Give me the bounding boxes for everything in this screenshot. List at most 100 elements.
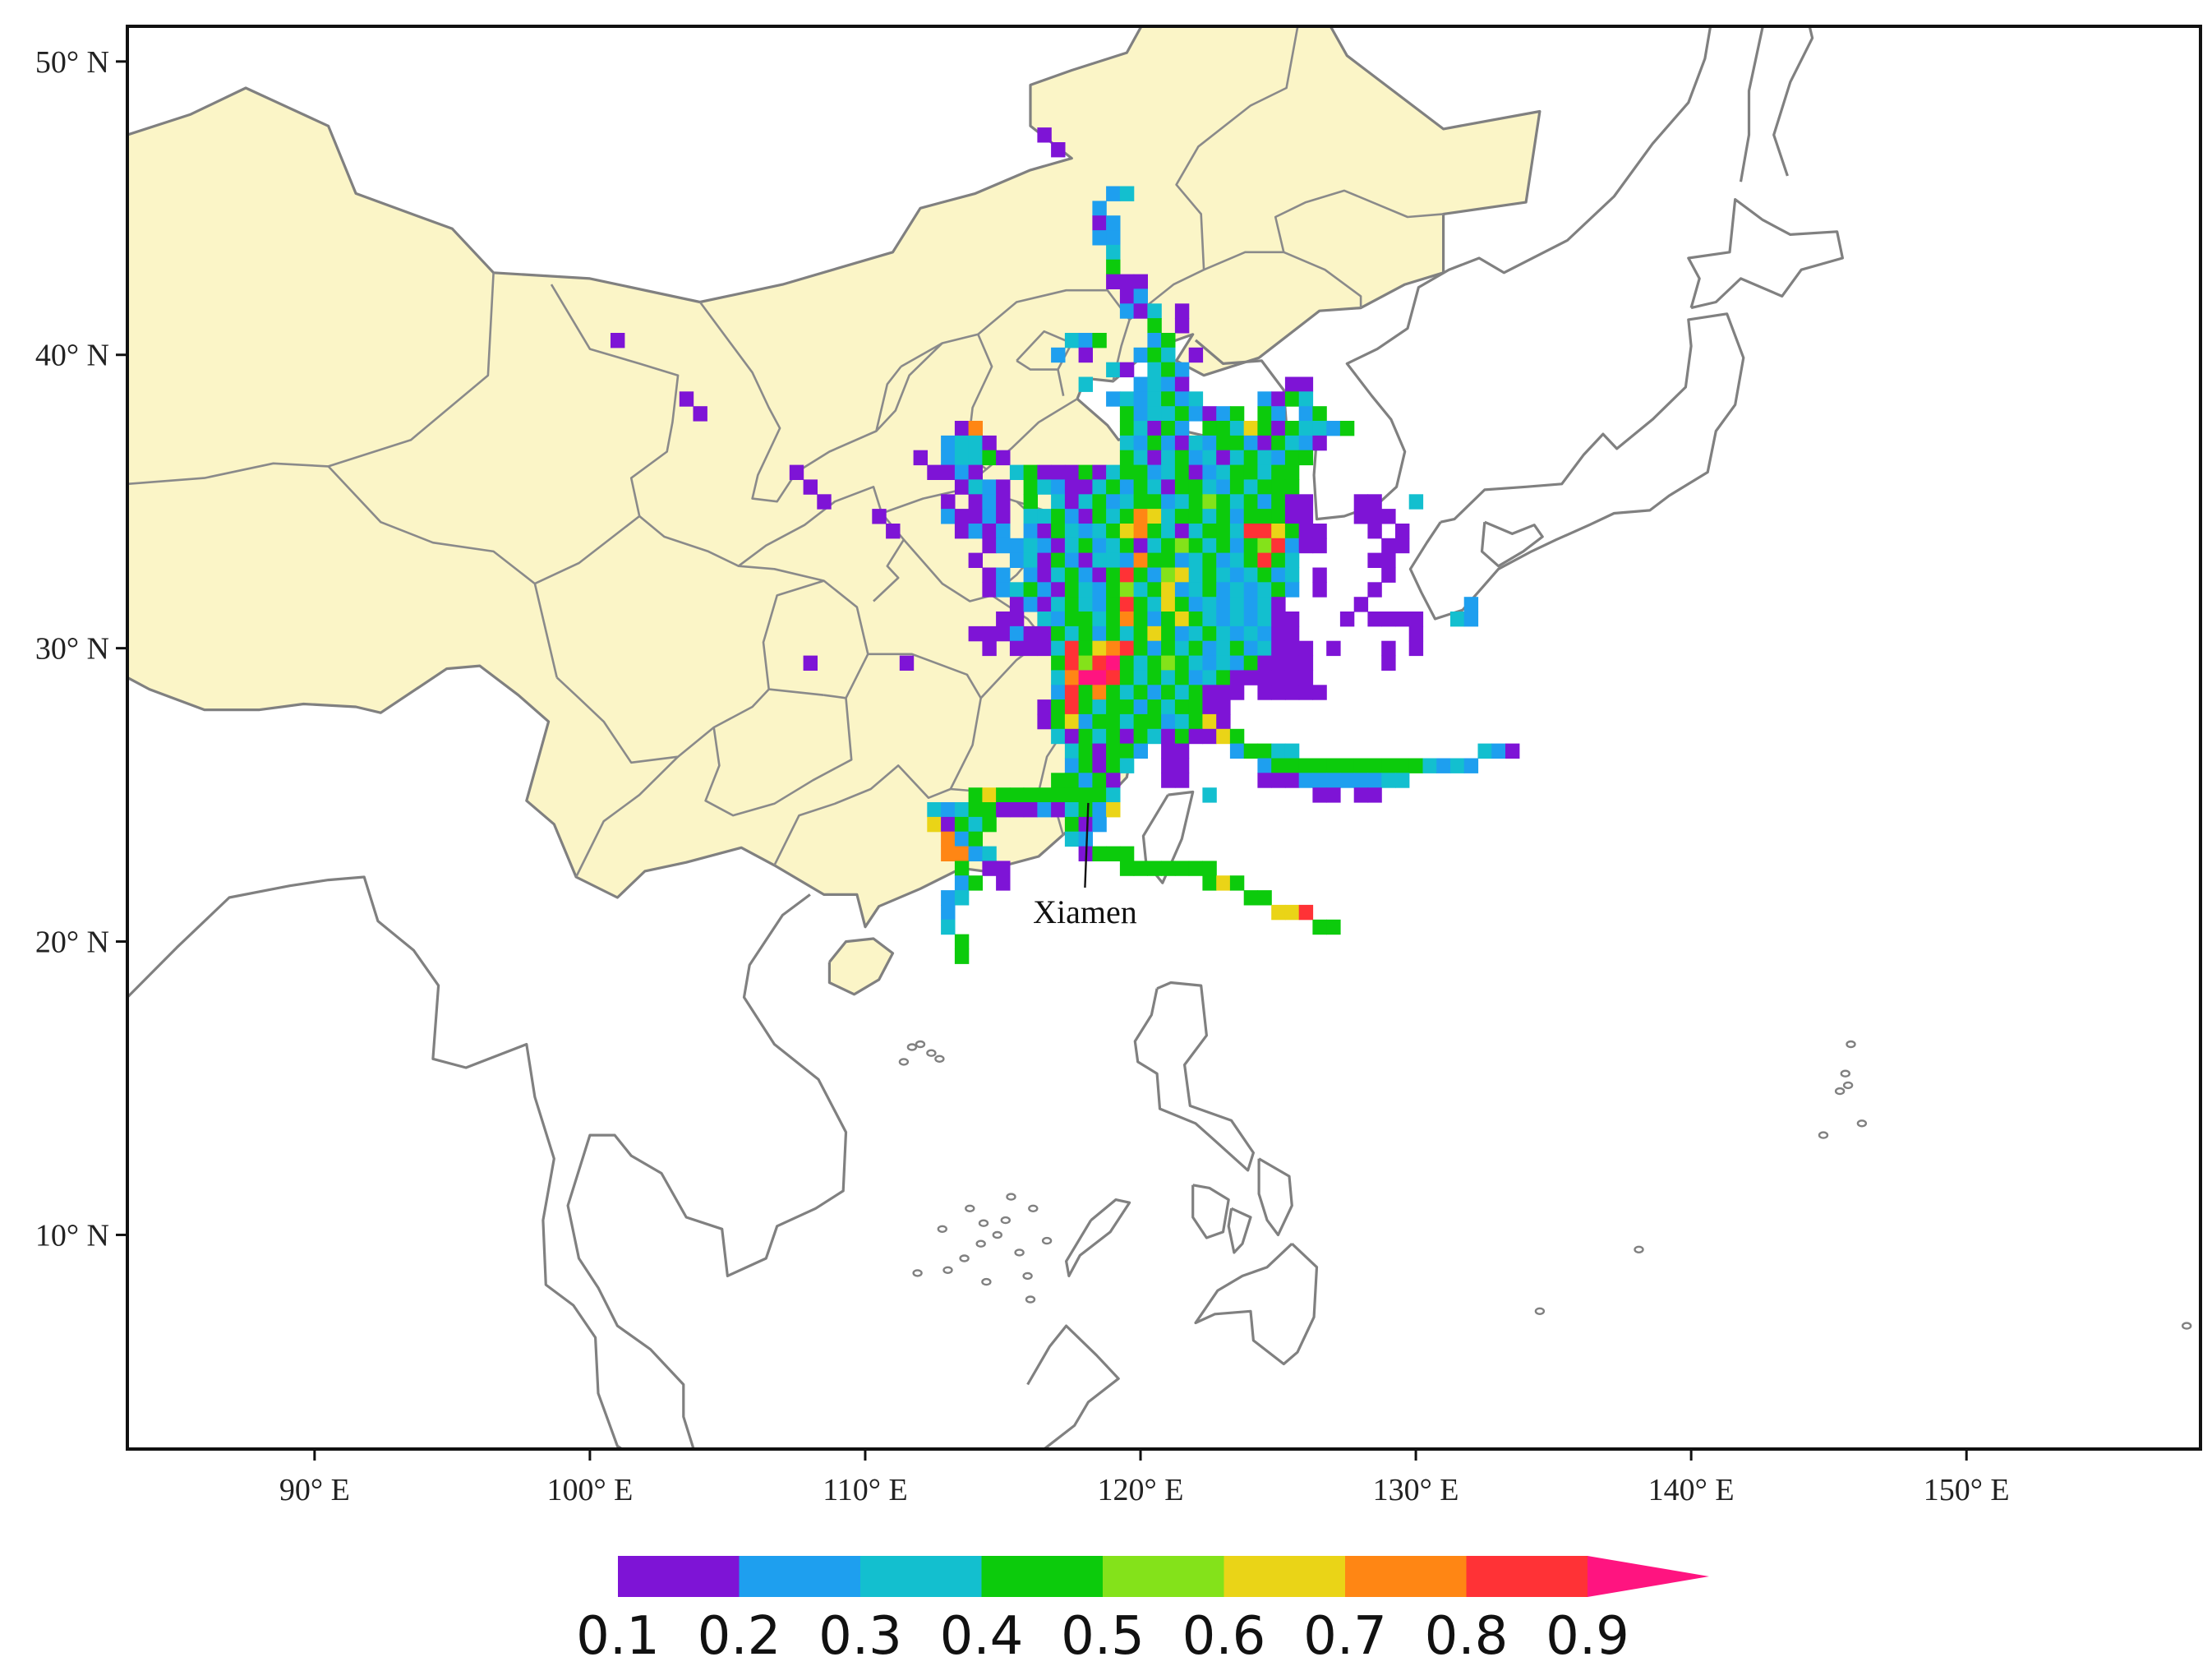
- heatmap-cell: [1092, 758, 1107, 773]
- heatmap-cell: [1395, 524, 1410, 539]
- heatmap-cell: [1257, 552, 1272, 568]
- heatmap-cell: [1202, 464, 1217, 480]
- heatmap-cell: [1202, 685, 1217, 700]
- heatmap-cell: [1106, 640, 1121, 657]
- heatmap-cell: [1367, 787, 1382, 803]
- heatmap-cell: [1106, 743, 1121, 759]
- heatmap-cell: [1229, 612, 1245, 627]
- heatmap-cell: [1284, 391, 1300, 407]
- heatmap-cell: [1243, 421, 1259, 436]
- heatmap-cell: [1078, 625, 1093, 642]
- heatmap-cell: [1243, 612, 1259, 627]
- heatmap-cell: [1023, 509, 1038, 524]
- heatmap-cell: [954, 435, 970, 451]
- heatmap-cell: [1147, 479, 1162, 495]
- heatmap-cell: [1092, 713, 1107, 730]
- heatmap-cell: [1161, 743, 1176, 759]
- heatmap-cell: [1119, 538, 1135, 554]
- heatmap-cell: [1257, 479, 1272, 495]
- heatmap-cell: [1174, 362, 1190, 378]
- heatmap-cell: [1312, 685, 1327, 700]
- heatmap-cell: [1161, 464, 1176, 480]
- heatmap-cell: [1450, 758, 1465, 773]
- heatmap-cell: [1092, 479, 1107, 495]
- heatmap-cell: [1119, 713, 1135, 730]
- heatmap-cell: [1257, 524, 1272, 539]
- heatmap-cell: [1133, 597, 1148, 612]
- heatmap-cell: [1147, 494, 1162, 510]
- heatmap-cell: [1161, 773, 1176, 788]
- heatmap-cell: [941, 450, 956, 466]
- heatmap-cell: [1009, 464, 1025, 480]
- heatmap-cell: [1229, 552, 1245, 568]
- heatmap-cell: [1092, 612, 1107, 627]
- heatmap-cell: [996, 479, 1011, 495]
- heatmap-cell: [1092, 538, 1107, 554]
- heatmap-cell: [1174, 728, 1190, 745]
- heatmap-cell: [1037, 625, 1052, 642]
- heatmap-cell: [1174, 567, 1190, 583]
- heatmap-cell: [1367, 582, 1382, 598]
- heatmap-cell: [1326, 919, 1341, 935]
- heatmap-cell: [1202, 524, 1217, 539]
- heatmap-cell: [1147, 582, 1162, 598]
- heatmap-cell: [1216, 685, 1231, 700]
- heatmap-cell: [1133, 743, 1148, 759]
- heatmap-cell: [1133, 582, 1148, 598]
- heatmap-cell: [1133, 288, 1148, 304]
- heatmap-cell: [1147, 655, 1162, 671]
- heatmap-cell: [1051, 713, 1066, 730]
- heatmap-cell: [1133, 391, 1148, 407]
- heatmap-cell: [1133, 625, 1148, 642]
- heatmap-cell: [1202, 640, 1217, 657]
- heatmap-cell: [1284, 479, 1300, 495]
- heatmap-cell: [1023, 582, 1038, 598]
- x-tick-label: 130° E: [1373, 1473, 1459, 1507]
- heatmap-cell: [1284, 773, 1300, 788]
- heatmap-cell: [1092, 773, 1107, 788]
- heatmap-cell: [927, 464, 942, 480]
- heatmap-cell: [954, 479, 970, 495]
- heatmap-cell: [679, 391, 694, 407]
- heatmap-cell: [1133, 685, 1148, 700]
- heatmap-cell: [996, 567, 1011, 583]
- heatmap-cell: [1147, 713, 1162, 730]
- heatmap-cell: [1353, 758, 1369, 773]
- heatmap-cell: [1216, 479, 1231, 495]
- heatmap-cell: [1092, 333, 1107, 348]
- heatmap-cell: [1174, 612, 1190, 627]
- heatmap-cell: [1064, 524, 1080, 539]
- heatmap-cell: [1271, 464, 1286, 480]
- heatmap-cell: [1188, 728, 1204, 745]
- heatmap-cell: [1009, 802, 1025, 818]
- heatmap-cell: [1119, 846, 1135, 861]
- heatmap-cell: [1009, 582, 1025, 598]
- heatmap-cell: [1174, 758, 1190, 773]
- heatmap-cell: [1133, 376, 1148, 392]
- heatmap-cell: [1051, 728, 1066, 745]
- heatmap-cell: [1216, 552, 1231, 568]
- heatmap-cell: [1188, 685, 1204, 700]
- heatmap-cell: [982, 524, 997, 539]
- heatmap-cell: [1243, 450, 1259, 466]
- heatmap-cell: [1147, 552, 1162, 568]
- heatmap-cell: [1188, 612, 1204, 627]
- colorbar-label: 0.1: [576, 1606, 660, 1667]
- heatmap-cell: [982, 582, 997, 598]
- heatmap-cell: [1051, 524, 1066, 539]
- heatmap-cell: [1106, 655, 1121, 671]
- heatmap-cell: [1147, 524, 1162, 539]
- heatmap-cell: [1037, 127, 1052, 143]
- heatmap-cell: [1133, 699, 1148, 715]
- heatmap-cell: [1202, 567, 1217, 583]
- heatmap-cell: [1119, 861, 1135, 876]
- heatmap-cell: [803, 479, 818, 495]
- heatmap-cell: [1257, 612, 1272, 627]
- heatmap-cell: [1161, 612, 1176, 627]
- heatmap-cell: [1381, 552, 1396, 568]
- heatmap-cell: [1243, 670, 1259, 685]
- heatmap-cell: [1202, 625, 1217, 642]
- heatmap-cell: [1216, 582, 1231, 598]
- heatmap-cell: [1202, 670, 1217, 685]
- heatmap-cell: [1243, 890, 1259, 906]
